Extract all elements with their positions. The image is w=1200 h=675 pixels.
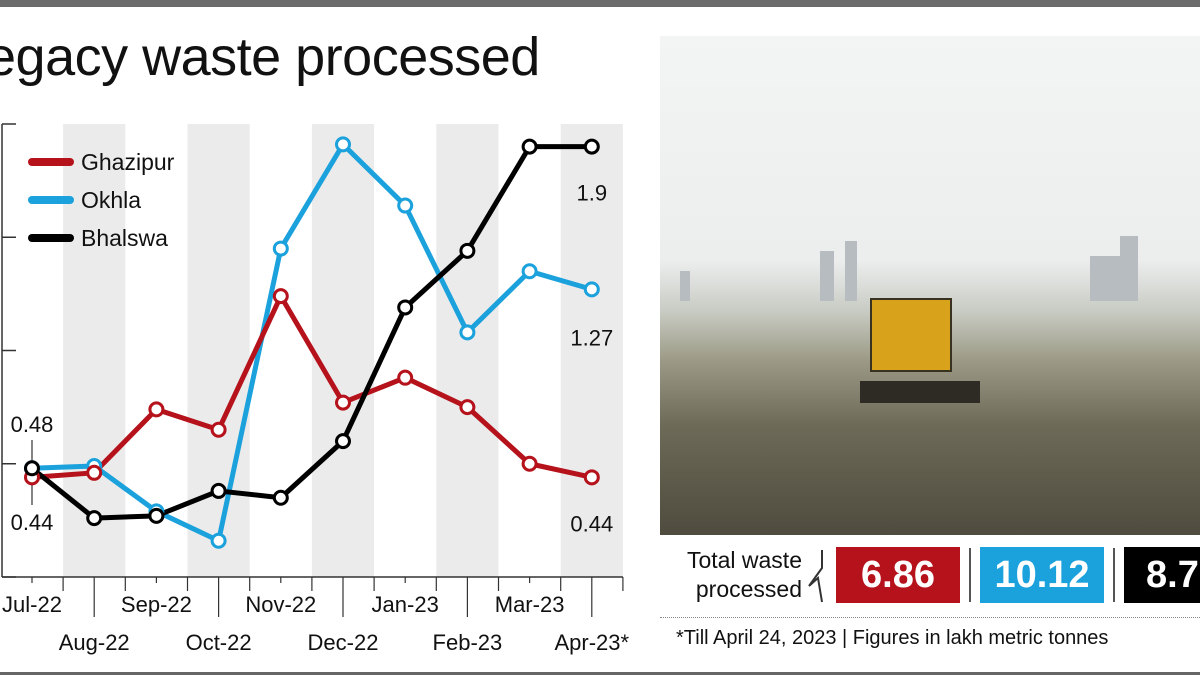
landfill-photo (660, 36, 1200, 535)
dotted-divider (660, 617, 1200, 618)
data-point-okhla (272, 240, 289, 257)
x-tick-label: Oct-22 (186, 630, 252, 655)
data-label: 1.27 (570, 325, 613, 350)
data-point-bhalswa (397, 299, 414, 316)
divider (969, 548, 971, 602)
data-point-bhalswa (521, 138, 538, 155)
data-label: 0.44 (11, 510, 54, 535)
bulldozer-track (860, 381, 980, 403)
data-point-okhla (335, 136, 351, 153)
bulldozer (870, 298, 952, 372)
divider (1113, 548, 1115, 602)
bracket-icon (808, 550, 823, 603)
x-tick-label: Nov-22 (245, 592, 316, 617)
top-bar (0, 0, 1200, 7)
footnote: *Till April 24, 2023 | Figures in lakh m… (676, 627, 1109, 649)
data-point-ghazipur (86, 464, 103, 481)
total-ghazipur: 6.86 (836, 547, 960, 603)
data-label: 1.9 (577, 181, 608, 206)
column-shade (436, 124, 499, 577)
x-tick-label: Aug-22 (59, 630, 130, 655)
total-label-line1: Total waste (686, 547, 802, 573)
line-chart: Jul-22 Aug-22 Sep-22 Oct-22 Nov-22 Dec-22 Jan-… (1, 123, 630, 655)
data-point-bhalswa (24, 460, 40, 477)
data-point-ghazipur (272, 288, 289, 305)
x-tick-label: Mar-23 (495, 592, 565, 617)
data-point-bhalswa (210, 482, 227, 499)
data-point-bhalswa (335, 433, 351, 450)
total-okhla: 10.12 (980, 547, 1104, 603)
x-tick-label: Feb-23 (433, 630, 503, 655)
data-point-bhalswa (148, 507, 165, 524)
data-point-okhla (583, 281, 600, 298)
x-tick-label: Jan-23 (372, 592, 439, 617)
chart-title: egacy waste processed (0, 27, 540, 87)
data-point-bhalswa (272, 489, 289, 506)
data-label: 0.44 (570, 511, 613, 536)
column-shade (187, 124, 250, 577)
column-shade (560, 124, 623, 577)
data-point-bhalswa (86, 510, 103, 527)
data-point-bhalswa (583, 138, 600, 155)
data-label: 0.48 (11, 412, 54, 437)
series-line-bhalswa (30, 144, 592, 521)
data-point-okhla (459, 324, 476, 341)
data-point-ghazipur (148, 401, 165, 418)
data-point-ghazipur (583, 469, 600, 486)
x-tick-label: Apr-23* (555, 630, 630, 655)
bottom-bar (0, 672, 1200, 675)
legend-label: Ghazipur (81, 149, 175, 175)
series-line-ghazipur (31, 293, 593, 480)
data-point-okhla (397, 197, 414, 214)
data-point-ghazipur (335, 394, 351, 411)
data-point-ghazipur (521, 455, 538, 472)
data-point-ghazipur (210, 421, 227, 438)
data-point-ghazipur (459, 399, 476, 416)
x-tick-label: Dec-22 (308, 630, 379, 655)
x-tick-label: Sep-22 (121, 592, 192, 617)
data-point-ghazipur (397, 369, 414, 386)
data-point-okhla (210, 532, 227, 549)
column-shade (311, 124, 375, 577)
data-point-okhla (521, 263, 538, 280)
legend-label: Okhla (81, 187, 141, 213)
total-label-line2: processed (695, 576, 802, 602)
total-bhalswa: 8.7 (1124, 547, 1200, 603)
total-label: Total waste processed (660, 546, 802, 604)
series-line-okhla (31, 141, 593, 544)
legend-label: Bhalswa (81, 225, 168, 251)
data-point-bhalswa (459, 242, 476, 259)
x-tick-label: Jul-22 (2, 592, 62, 617)
